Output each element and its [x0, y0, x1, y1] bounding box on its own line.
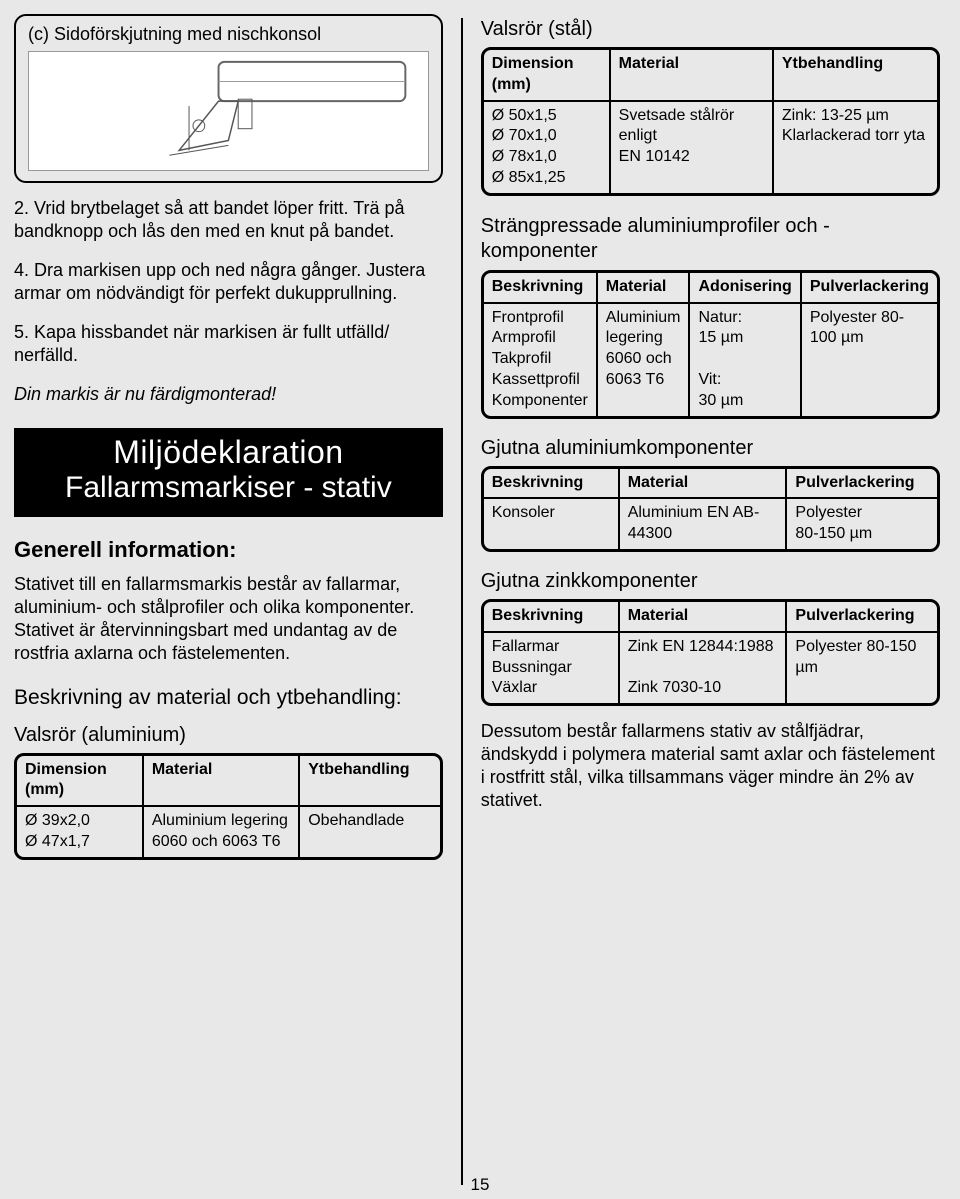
valsror-steel-heading: Valsrör (stål) — [481, 18, 940, 41]
gjutna-alu-heading: Gjutna aluminiumkomponenter — [481, 437, 940, 460]
th-dim: Dimension (mm) — [484, 50, 611, 102]
th-besk: Beskrivning — [484, 273, 598, 304]
th-mat: Material — [611, 50, 774, 102]
th-pulv: Pulverlackering — [802, 273, 937, 304]
step-5: 5. Kapa hissbandet när markisen är fullt… — [14, 321, 443, 367]
column-divider — [461, 18, 463, 1185]
td-besk: Konsoler — [484, 499, 620, 549]
th-pulv: Pulverlackering — [787, 469, 937, 500]
th-yt: Ytbehandling — [774, 50, 937, 102]
closing-paragraph: Dessutom består fallarmens stativ av stå… — [481, 720, 940, 812]
th-mat: Material — [598, 273, 691, 304]
general-info-heading: Generell information: — [14, 537, 443, 563]
td-yt: Zink: 13-25 µm Klarlackerad torr yta — [774, 102, 937, 193]
td-mat: Aluminium legering 6060 och 6063 T6 — [144, 807, 300, 857]
valsror-alu-table: Dimension (mm) Material Ytbehandling Ø 3… — [14, 753, 443, 860]
th-adon: Adonisering — [690, 273, 801, 304]
valsror-alu-heading: Valsrör (aluminium) — [14, 724, 443, 747]
td-adon: Natur: 15 µm Vit: 30 µm — [690, 304, 801, 416]
figure-c-box: (c) Sidoförskjutning med nischkonsol — [14, 14, 443, 183]
left-column: (c) Sidoförskjutning med nischkonsol 2. … — [14, 14, 443, 1185]
gjutna-alu-table: Beskrivning Material Pulverlackering Kon… — [481, 466, 940, 552]
th-dimension: Dimension (mm) — [17, 756, 144, 808]
figure-illustration — [28, 51, 429, 171]
td-mat: Aluminium legering 6060 och 6063 T6 — [598, 304, 691, 416]
td-pulv: Polyester 80-150 µm — [787, 499, 937, 549]
strangpress-table: Beskrivning Material Adonisering Pulverl… — [481, 270, 940, 419]
th-ytbehandling: Ytbehandling — [300, 756, 440, 808]
gjutna-zink-heading: Gjutna zinkkomponenter — [481, 570, 940, 593]
gjutna-zink-table: Beskrivning Material Pulverlackering Fal… — [481, 599, 940, 706]
td-mat: Svetsade stålrör enligt EN 10142 — [611, 102, 774, 193]
page: (c) Sidoförskjutning med nischkonsol 2. … — [0, 0, 960, 1199]
td-besk: Frontprofil Armprofil Takprofil Kassettp… — [484, 304, 598, 416]
strangpress-heading: Strängpressade aluminiumprofiler och -ko… — [481, 214, 940, 264]
band-line2: Fallarmsmarkiser - stativ — [18, 471, 439, 505]
td-besk: Fallarmar Bussningar Växlar — [484, 633, 620, 703]
td-yt: Obehandlade — [300, 807, 440, 857]
td-dim: Ø 39x2,0 Ø 47x1,7 — [17, 807, 144, 857]
figure-caption: (c) Sidoförskjutning med nischkonsol — [28, 24, 429, 45]
side-vertical-label: ARUBA / YMER SIESTA / MIMER — [940, 260, 958, 780]
page-number: 15 — [471, 1175, 490, 1195]
th-pulv: Pulverlackering — [787, 602, 937, 633]
valsror-steel-table: Dimension (mm) Material Ytbehandling Ø 5… — [481, 47, 940, 196]
td-dim: Ø 50x1,5 Ø 70x1,0 Ø 78x1,0 Ø 85x1,25 — [484, 102, 611, 193]
done-note: Din markis är nu färdigmonterad! — [14, 383, 443, 406]
step-4: 4. Dra markisen upp och ned några gånger… — [14, 259, 443, 305]
td-mat: Zink EN 12844:1988 Zink 7030-10 — [620, 633, 788, 703]
step-2: 2. Vrid brytbelaget så att bandet löper … — [14, 197, 443, 243]
td-pulv: Polyester 80-150 µm — [787, 633, 937, 703]
td-mat: Aluminium EN AB-44300 — [620, 499, 788, 549]
th-mat: Material — [620, 602, 788, 633]
two-column-layout: (c) Sidoförskjutning med nischkonsol 2. … — [14, 14, 940, 1185]
th-besk: Beskrivning — [484, 602, 620, 633]
title-band: Miljödeklaration Fallarmsmarkiser - stat… — [14, 428, 443, 517]
th-besk: Beskrivning — [484, 469, 620, 500]
band-line1: Miljödeklaration — [18, 434, 439, 471]
general-info-text: Stativet till en fallarmsmarkis består a… — [14, 573, 443, 665]
right-column: Valsrör (stål) Dimension (mm) Material Y… — [481, 14, 940, 1185]
td-pulv: Polyester 80-100 µm — [802, 304, 937, 416]
th-material: Material — [144, 756, 300, 808]
material-desc-heading: Beskrivning av material och ytbehandling… — [14, 685, 443, 711]
th-mat: Material — [620, 469, 788, 500]
